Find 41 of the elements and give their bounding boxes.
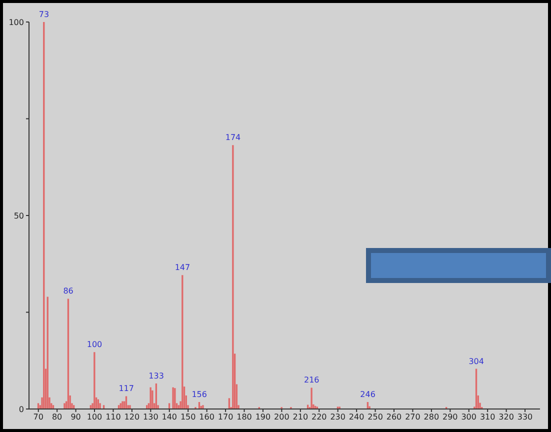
x-tick-label: 330: [517, 412, 533, 422]
x-tick-label: 90: [70, 412, 81, 422]
x-tick-label: 230: [330, 412, 346, 422]
x-tick-label: 250: [368, 412, 383, 422]
annotation: 117: [118, 384, 134, 394]
x-tick-label: 190: [255, 412, 271, 422]
x-tick-label: 70: [33, 412, 44, 422]
x-tick-label: 80: [52, 412, 62, 422]
annotation: 100: [86, 340, 102, 350]
x-tick-label: 150: [180, 412, 196, 422]
x-tick-label: 320: [498, 412, 514, 422]
y-tick-label: 100: [8, 18, 24, 27]
x-tick-label: 130: [143, 412, 158, 422]
x-tick-label: 210: [292, 412, 308, 422]
x-tick-label: 170: [218, 412, 234, 422]
x-tick-label: 220: [311, 412, 327, 422]
y-tick-label: 50: [14, 211, 24, 220]
x-tick-label: 180: [236, 412, 252, 422]
x-tick-label: 100: [86, 412, 102, 422]
annotation: 86: [63, 286, 74, 296]
x-tick-label: 110: [106, 412, 121, 422]
annotation: 216: [304, 376, 320, 385]
x-tick-label: 140: [162, 412, 178, 422]
annotation: 133: [148, 371, 164, 380]
x-tick-label: 270: [405, 412, 420, 422]
x-tick-label: 310: [480, 412, 496, 422]
annotation: 156: [192, 390, 207, 400]
y-tick-label: 0: [18, 404, 24, 414]
annotation: 304: [468, 356, 484, 366]
x-tick-label: 300: [461, 412, 477, 422]
x-tick-label: 120: [124, 412, 140, 422]
annotation: 147: [174, 263, 190, 272]
x-tick-label: 280: [424, 412, 440, 422]
x-tick-label: 160: [199, 412, 214, 422]
x-tick-label: 290: [442, 412, 458, 422]
annotation: 246: [360, 390, 376, 400]
x-tick-label: 260: [386, 412, 402, 422]
x-tick-label: 240: [348, 412, 364, 422]
x-tick-label: 200: [274, 412, 290, 422]
annotation: 174: [225, 133, 241, 142]
annotation: 73: [38, 10, 50, 19]
